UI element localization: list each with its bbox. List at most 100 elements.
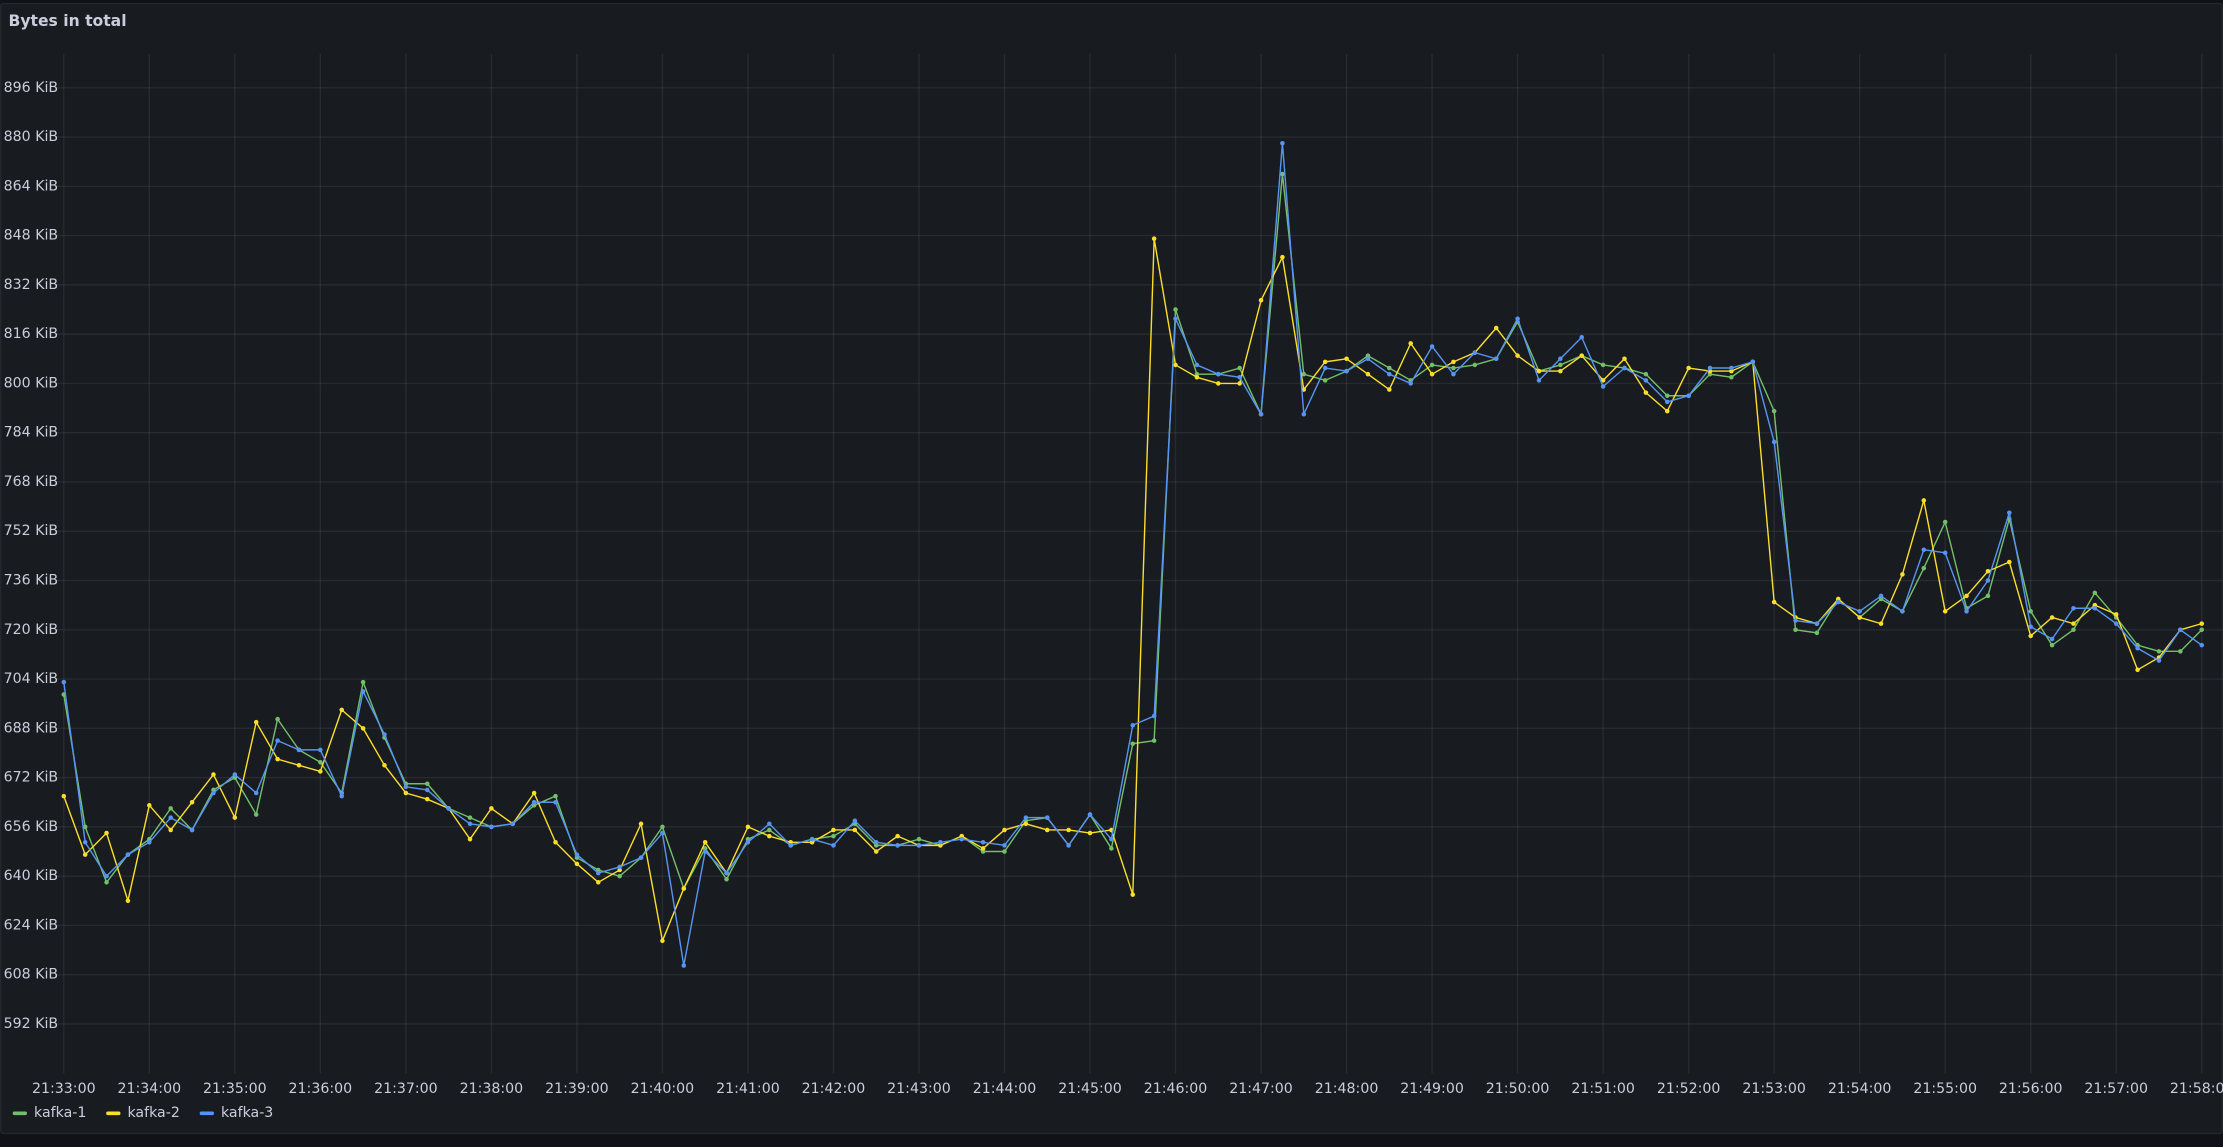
data-point — [1643, 371, 1649, 377]
data-point — [1515, 353, 1520, 358]
x-tick-label: 21:55:00 — [1913, 1081, 1977, 1097]
data-point — [1087, 812, 1093, 817]
data-point — [403, 784, 409, 790]
y-tick-label: 800 KiB — [4, 375, 58, 391]
x-tick-label: 21:49:00 — [1400, 1081, 1464, 1097]
data-point — [767, 821, 772, 827]
data-point — [1814, 630, 1820, 636]
x-tick-label: 21:42:00 — [802, 1081, 866, 1097]
data-point — [189, 827, 195, 833]
data-point — [1130, 722, 1136, 728]
y-tick-label: 704 KiB — [4, 671, 58, 687]
data-point — [2199, 642, 2205, 648]
data-point — [1387, 365, 1392, 371]
data-point — [702, 849, 708, 854]
data-point — [1793, 618, 1798, 623]
data-point — [852, 827, 858, 833]
data-point — [104, 830, 109, 836]
data-point — [638, 821, 644, 827]
data-point — [168, 806, 173, 811]
x-tick-label: 21:48:00 — [1315, 1081, 1379, 1097]
x-tick-label: 21:38:00 — [460, 1081, 524, 1097]
data-point — [125, 898, 131, 904]
data-point — [2156, 658, 2162, 663]
data-point — [446, 806, 451, 811]
data-point — [61, 679, 67, 685]
data-point — [1451, 359, 1456, 365]
data-point — [1600, 378, 1606, 383]
data-point — [253, 790, 259, 796]
data-point — [1942, 609, 1948, 614]
data-point — [424, 796, 430, 802]
data-point — [1258, 411, 1264, 417]
data-point — [1836, 599, 1841, 605]
data-point — [104, 873, 109, 879]
data-point — [1130, 892, 1136, 897]
data-point — [1216, 371, 1221, 377]
data-point — [211, 790, 216, 796]
data-point — [1536, 368, 1542, 374]
data-point — [702, 840, 708, 845]
legend-label: kafka-3 — [221, 1105, 273, 1121]
data-point — [638, 855, 644, 860]
data-point — [2071, 605, 2076, 611]
y-tick-label: 880 KiB — [4, 129, 58, 145]
data-point — [2028, 609, 2033, 614]
data-point — [1985, 593, 1991, 599]
data-point — [253, 719, 259, 725]
data-point — [2199, 627, 2205, 633]
data-point — [831, 833, 836, 839]
data-point — [1985, 569, 1991, 574]
data-point — [2028, 624, 2033, 629]
x-tick-label: 21:57:00 — [2084, 1081, 2148, 1097]
data-point — [189, 799, 195, 805]
data-point — [1643, 378, 1649, 383]
x-tick-label: 21:54:00 — [1828, 1081, 1892, 1097]
data-point — [211, 772, 216, 777]
data-point — [510, 821, 516, 827]
data-point — [681, 886, 687, 891]
data-point — [2007, 510, 2012, 516]
data-point — [980, 840, 986, 845]
data-point — [1750, 359, 1756, 365]
data-point — [1023, 815, 1029, 820]
data-point — [1109, 836, 1114, 842]
data-point — [1622, 365, 1627, 371]
y-tick-label: 720 KiB — [4, 622, 58, 638]
data-point — [1664, 408, 1670, 414]
data-point — [360, 689, 366, 694]
data-point — [61, 793, 67, 799]
data-point — [553, 799, 558, 805]
legend-swatch — [12, 1111, 27, 1116]
y-tick-label: 752 KiB — [4, 523, 58, 539]
data-point — [1280, 171, 1285, 177]
data-point — [553, 840, 558, 845]
data-point — [1066, 843, 1071, 848]
data-point — [895, 843, 900, 848]
data-point — [1387, 371, 1392, 377]
data-point — [1686, 393, 1691, 399]
data-point — [1900, 572, 1905, 577]
data-point — [617, 873, 622, 879]
data-point — [1771, 408, 1777, 414]
data-point — [1964, 593, 1969, 599]
y-tick-label: 624 KiB — [4, 917, 58, 933]
data-point — [1002, 849, 1007, 854]
data-point — [1237, 374, 1242, 380]
data-point — [1878, 621, 1884, 626]
data-point — [1814, 621, 1820, 626]
data-point — [745, 824, 751, 830]
x-tick-label: 21:35:00 — [203, 1081, 267, 1097]
data-point — [1900, 609, 1905, 614]
data-point — [424, 787, 430, 793]
x-tick-label: 21:46:00 — [1144, 1081, 1208, 1097]
data-point — [1322, 378, 1328, 383]
data-point — [318, 747, 323, 753]
data-point — [275, 756, 280, 762]
data-point — [2071, 621, 2076, 626]
data-point — [1044, 827, 1050, 833]
x-tick-label: 21:39:00 — [545, 1081, 609, 1097]
y-tick-label: 896 KiB — [4, 80, 58, 96]
data-point — [467, 821, 473, 827]
data-point — [1301, 387, 1307, 392]
